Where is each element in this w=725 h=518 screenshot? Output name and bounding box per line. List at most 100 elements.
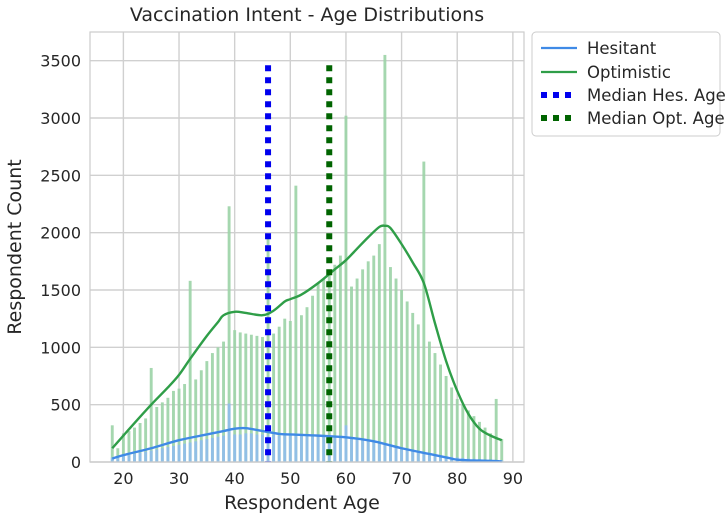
- bar-optimistic: [149, 367, 153, 462]
- bar-hesitant: [121, 455, 125, 462]
- y-tick-label: 3500: [40, 52, 81, 71]
- bar-hesitant: [244, 433, 248, 462]
- chart-title: Vaccination Intent - Age Distributions: [130, 4, 484, 26]
- bar-hesitant: [411, 450, 415, 462]
- bar-optimistic: [400, 290, 404, 462]
- bar-hesitant: [389, 445, 392, 462]
- bar-optimistic: [461, 404, 465, 462]
- bar-hesitant: [183, 443, 187, 462]
- histogram-bars: [110, 54, 504, 463]
- bar-hesitant: [255, 434, 259, 462]
- bar-hesitant: [377, 443, 381, 462]
- bar-hesitant: [272, 434, 276, 462]
- bar-optimistic: [121, 433, 125, 462]
- bar-optimistic: [361, 269, 365, 462]
- bar-hesitant: [194, 441, 198, 462]
- bar-hesitant: [283, 433, 287, 462]
- bar-optimistic: [372, 255, 376, 462]
- plot-frame: [89, 31, 525, 463]
- y-tick-label: 2000: [40, 224, 81, 243]
- x-tick-label: 30: [169, 469, 189, 488]
- bar-hesitant: [266, 435, 270, 462]
- bar-optimistic: [466, 410, 470, 462]
- bar-hesitant: [416, 451, 420, 462]
- x-tick-label: 90: [503, 469, 523, 488]
- bar-optimistic: [172, 390, 175, 462]
- bar-optimistic: [205, 361, 209, 462]
- bar-hesitant: [261, 434, 264, 462]
- legend-label-median-hesitant: Median Hes. Age: [587, 86, 725, 105]
- x-tick-label: 80: [447, 469, 467, 488]
- x-axis-title: Respondent Age: [224, 492, 380, 514]
- bar-hesitant: [188, 442, 192, 462]
- bar-hesitant: [344, 425, 348, 462]
- y-tick-label: 3000: [40, 109, 81, 128]
- bar-hesitant: [199, 440, 203, 462]
- bar-hesitant: [233, 434, 237, 462]
- bar-optimistic: [127, 431, 131, 462]
- bar-optimistic: [144, 418, 148, 462]
- bar-optimistic: [405, 301, 409, 462]
- bar-optimistic: [288, 320, 292, 462]
- bar-optimistic: [455, 398, 459, 462]
- bar-optimistic: [283, 318, 287, 462]
- bar-hesitant: [116, 457, 120, 462]
- y-tick-label: 2500: [40, 166, 81, 185]
- bar-hesitant: [110, 457, 114, 462]
- x-tick-label: 20: [113, 469, 133, 488]
- bar-hesitant: [227, 403, 231, 462]
- bar-optimistic: [177, 388, 181, 462]
- kde-lines: [111, 224, 503, 463]
- bar-hesitant: [210, 437, 214, 462]
- bar-hesitant: [133, 453, 136, 462]
- bar-optimistic: [450, 387, 454, 462]
- legend-box: [531, 31, 721, 137]
- bar-optimistic: [138, 423, 142, 462]
- bar-optimistic: [305, 307, 309, 462]
- bar-hesitant: [166, 447, 170, 462]
- bar-hesitant: [277, 435, 281, 462]
- x-tick-label: 60: [336, 469, 356, 488]
- bar-hesitant: [160, 448, 164, 462]
- bar-hesitant: [172, 445, 175, 462]
- y-tick-label: 1500: [40, 281, 81, 300]
- bar-hesitant: [311, 436, 315, 462]
- bar-optimistic: [294, 185, 298, 463]
- bar-hesitant: [383, 444, 387, 462]
- bar-optimistic: [411, 312, 415, 462]
- bar-optimistic: [478, 421, 481, 462]
- bar-optimistic: [216, 347, 220, 462]
- bar-optimistic: [199, 370, 203, 462]
- x-tick-label: 70: [391, 469, 411, 488]
- bar-optimistic: [472, 416, 476, 462]
- bar-optimistic: [261, 337, 264, 462]
- bar-optimistic: [272, 333, 276, 462]
- kde-line-hesitant: [111, 426, 502, 463]
- bar-hesitant: [405, 449, 409, 462]
- bar-hesitant: [350, 437, 353, 462]
- bar-optimistic: [222, 341, 225, 462]
- y-tick-labels: 0 500 1000 1500 2000 2500 3000 3500: [40, 52, 81, 472]
- bar-hesitant: [305, 434, 309, 462]
- kde-line-optimistic: [111, 224, 503, 450]
- bar-hesitant: [205, 439, 209, 462]
- bar-optimistic: [155, 406, 159, 462]
- bar-optimistic: [311, 295, 315, 462]
- bar-optimistic: [366, 261, 370, 462]
- bar-hesitant: [127, 455, 131, 462]
- bar-optimistic: [444, 376, 448, 462]
- bar-optimistic: [494, 398, 498, 462]
- bar-optimistic: [316, 283, 320, 462]
- x-tick-label: 50: [280, 469, 300, 488]
- bar-hesitant: [238, 434, 242, 462]
- bar-optimistic: [389, 267, 392, 462]
- bar-optimistic: [133, 427, 136, 462]
- legend-label-optimistic: Optimistic: [587, 63, 671, 82]
- x-tick-labels: 20 30 40 50 60 70 80 90: [113, 469, 523, 488]
- bar-optimistic: [489, 433, 493, 462]
- bar-optimistic: [344, 115, 348, 462]
- bar-hesitant: [249, 433, 253, 462]
- bar-hesitant: [144, 451, 148, 462]
- bar-optimistic: [422, 161, 426, 462]
